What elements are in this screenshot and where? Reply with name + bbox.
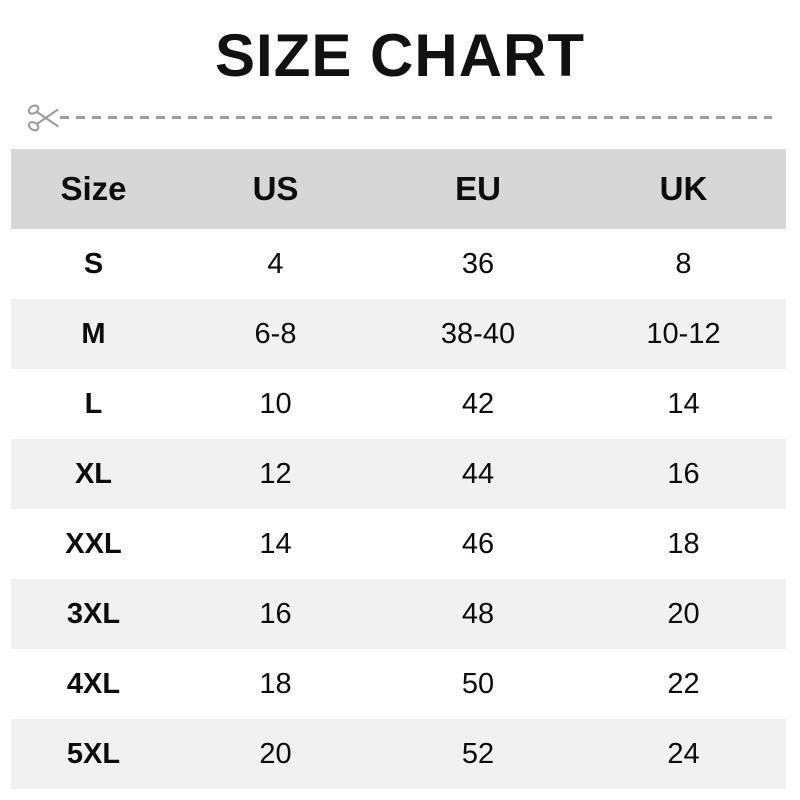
table-row: 3XL 16 48 20 xyxy=(11,579,786,649)
column-header-eu: EU xyxy=(455,170,501,207)
cut-line xyxy=(26,101,774,135)
cell-eu: 50 xyxy=(461,667,495,700)
cell-size: XL xyxy=(74,457,113,490)
size-chart-table: Size US EU UK S 4 36 8 M 6-8 38-40 10-12 L 10 42 14… xyxy=(11,149,786,789)
cell-uk: 16 xyxy=(667,457,700,490)
cell-us: 6-8 xyxy=(254,317,297,350)
table-row: S 4 36 8 xyxy=(11,229,786,299)
column-header-us: US xyxy=(252,170,299,207)
table-header-row: Size US EU UK xyxy=(11,149,786,229)
cell-size: M xyxy=(81,317,106,350)
table-row: XXL 14 46 18 xyxy=(11,509,786,579)
cell-eu: 42 xyxy=(461,387,495,420)
cell-uk: 22 xyxy=(667,667,700,700)
cell-eu: 46 xyxy=(461,527,495,560)
column-header-uk: UK xyxy=(659,170,708,207)
table-row: M 6-8 38-40 10-12 xyxy=(11,299,786,369)
table-row: 5XL 20 52 24 xyxy=(11,719,786,789)
cell-uk: 18 xyxy=(667,527,700,560)
table-body: S 4 36 8 M 6-8 38-40 10-12 L 10 42 14 XL 12 44 16 XXL 14 4… xyxy=(11,229,786,789)
table-row: 4XL 18 50 22 xyxy=(11,649,786,719)
cell-eu: 52 xyxy=(461,737,495,770)
cell-eu: 38-40 xyxy=(440,317,516,350)
column-header-size: Size xyxy=(60,170,127,207)
cell-us: 10 xyxy=(259,387,292,420)
cell-uk: 8 xyxy=(675,247,692,280)
dashed-cut-line xyxy=(60,116,772,119)
cell-us: 12 xyxy=(259,457,292,490)
cell-size: 3XL xyxy=(66,597,121,630)
cell-us: 18 xyxy=(259,667,292,700)
cell-size: 5XL xyxy=(66,737,121,770)
cell-size: XXL xyxy=(65,527,122,560)
cell-us: 20 xyxy=(259,737,292,770)
cell-uk: 20 xyxy=(667,597,700,630)
scissors-icon xyxy=(26,101,62,135)
cell-uk: 24 xyxy=(667,737,700,770)
cell-eu: 36 xyxy=(461,247,495,280)
cell-us: 16 xyxy=(259,597,292,630)
cell-size: S xyxy=(83,247,104,280)
cell-us: 4 xyxy=(267,247,284,280)
page-title: SIZE CHART xyxy=(215,22,585,89)
table-row: XL 12 44 16 xyxy=(11,439,786,509)
cell-size: L xyxy=(84,387,103,420)
cell-uk: 14 xyxy=(667,387,700,420)
cell-us: 14 xyxy=(259,527,292,560)
cell-eu: 48 xyxy=(461,597,495,630)
cell-uk: 10-12 xyxy=(646,317,721,350)
cell-eu: 44 xyxy=(461,457,495,490)
cell-size: 4XL xyxy=(66,667,121,700)
table-row: L 10 42 14 xyxy=(11,369,786,439)
